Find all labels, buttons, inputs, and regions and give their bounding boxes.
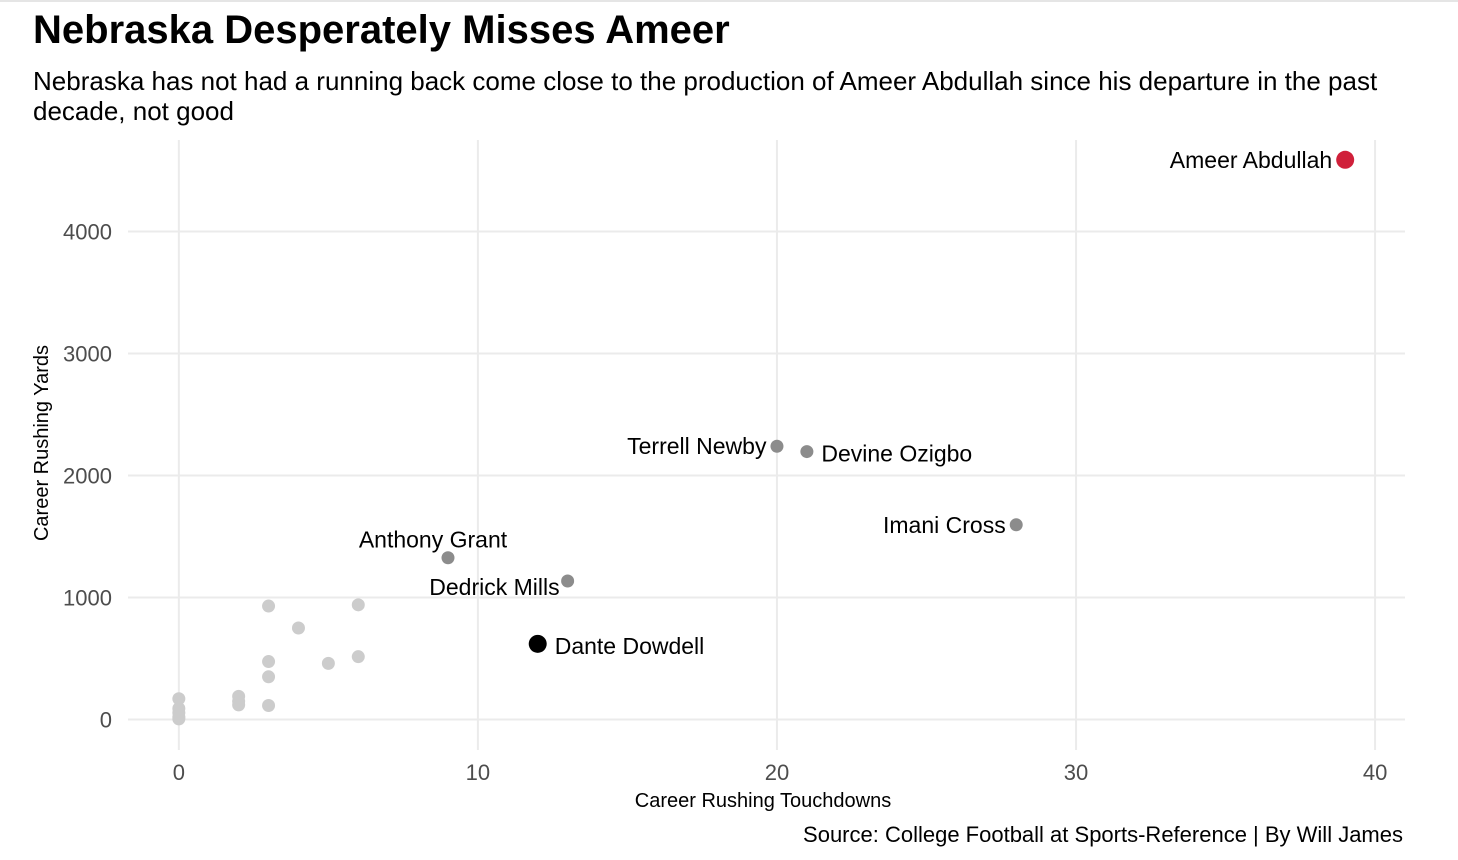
- point-label: Anthony Grant: [359, 527, 508, 553]
- data-point: [262, 599, 276, 613]
- x-tick-label: 0: [173, 760, 185, 785]
- point-label: Dante Dowdell: [555, 633, 705, 659]
- y-tick-label: 3000: [63, 342, 112, 367]
- data-point-dedrick-mills: [561, 574, 575, 588]
- data-point: [321, 656, 335, 670]
- axis-ticks: 0 10 20 30 40 0 1000 2000 3000 4000: [63, 220, 1387, 786]
- data-points: [172, 150, 1355, 726]
- chart-caption: Source: College Football at Sports-Refer…: [803, 822, 1403, 847]
- data-point: [262, 670, 276, 684]
- y-tick-label: 1000: [63, 586, 112, 611]
- data-point-imani-cross: [1009, 518, 1023, 532]
- data-point: [172, 712, 186, 726]
- chart-title: Nebraska Desperately Misses Ameer: [33, 8, 730, 52]
- x-tick-label: 20: [765, 760, 789, 785]
- data-point-anthony-grant: [441, 551, 455, 565]
- data-point: [351, 650, 365, 664]
- y-tick-label: 2000: [63, 464, 112, 489]
- y-tick-label: 0: [100, 708, 112, 733]
- data-point: [262, 655, 276, 669]
- data-point: [232, 698, 246, 712]
- data-point-dante-dowdell: [528, 634, 547, 653]
- point-labels: Ameer Abdullah Terrell Newby Devine Ozigbo…: [359, 147, 1332, 659]
- data-point: [172, 692, 186, 706]
- data-point: [262, 698, 276, 712]
- data-point-ameer-abdullah: [1336, 150, 1355, 169]
- x-tick-label: 40: [1363, 760, 1387, 785]
- chart-subtitle: Nebraska has not had a running back come…: [33, 66, 1378, 126]
- data-point: [351, 598, 365, 612]
- x-axis-label: Career Rushing Touchdowns: [635, 790, 891, 812]
- top-border: [0, 0, 1458, 2]
- point-label: Imani Cross: [883, 512, 1006, 538]
- data-point-devine-ozigbo: [800, 445, 814, 459]
- data-point: [291, 621, 305, 635]
- point-label: Devine Ozigbo: [821, 441, 972, 467]
- y-axis-label: Career Rushing Yards: [31, 345, 53, 541]
- point-label: Terrell Newby: [627, 433, 767, 459]
- y-tick-label: 4000: [63, 220, 112, 245]
- point-label: Ameer Abdullah: [1170, 147, 1332, 173]
- scatter-plot: 0 10 20 30 40 0 1000 2000 3000 4000 Ameer Abdulla…: [31, 140, 1405, 812]
- x-tick-label: 30: [1064, 760, 1088, 785]
- grid-lines: [128, 140, 1405, 750]
- data-point-terrell-newby: [770, 439, 784, 453]
- x-tick-label: 10: [466, 760, 490, 785]
- point-label: Dedrick Mills: [429, 574, 559, 600]
